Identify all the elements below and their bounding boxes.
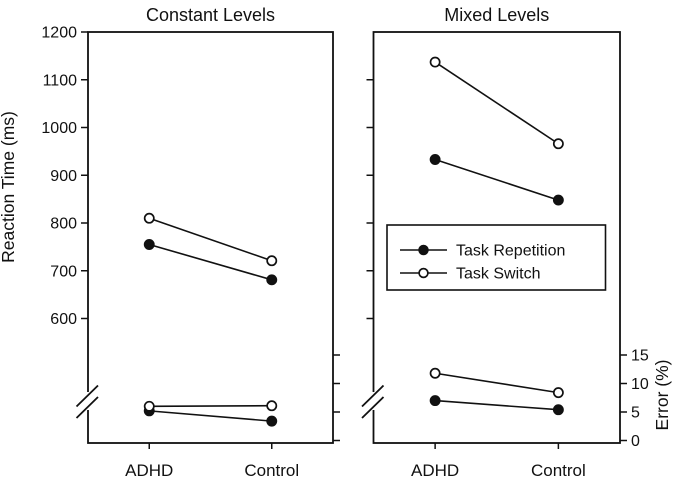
data-point	[552, 194, 564, 206]
data-point	[143, 239, 155, 250]
error-tick-label: 0	[631, 433, 640, 450]
data-point	[266, 274, 278, 286]
data-point	[266, 400, 278, 412]
category-label: ADHD	[125, 461, 173, 480]
legend-item-label: Task Repetition	[456, 243, 565, 260]
data-point	[552, 404, 564, 416]
series-line	[434, 61, 559, 145]
rt-tick-label: 1100	[43, 72, 78, 89]
legend-open-circle-icon	[418, 267, 429, 279]
rt-tick-label: 1200	[41, 25, 77, 42]
series-line	[435, 372, 559, 394]
data-point	[429, 56, 441, 68]
category-label: Control	[244, 461, 299, 480]
rt-tick-label: 600	[50, 311, 77, 328]
rt-tick-label: 800	[50, 216, 77, 233]
series-line	[435, 399, 559, 411]
series-line	[434, 158, 559, 201]
axis-break-slash	[361, 384, 385, 408]
panel-frame	[87, 31, 334, 444]
panel-title: Mixed Levels	[444, 5, 549, 25]
data-point	[429, 154, 441, 165]
series-line	[149, 243, 272, 281]
y-axis-left-label: Reaction Time (ms)	[0, 111, 18, 263]
category-label: Control	[531, 461, 586, 480]
axis-break-slash	[75, 396, 99, 419]
rt-tick-label: 900	[50, 168, 77, 185]
legend-item-label: Task Switch	[456, 266, 540, 283]
error-tick-label: 5	[631, 405, 640, 422]
axis-break-gap	[85, 392, 91, 410]
data-point	[429, 367, 441, 379]
category-label: ADHD	[411, 461, 459, 480]
axis-break-slash	[75, 384, 99, 408]
data-point	[552, 138, 564, 150]
axis-break-slash	[361, 396, 385, 419]
series-line	[148, 217, 273, 262]
y-axis-right-label: Error (%)	[652, 360, 672, 431]
error-tick-label: 10	[631, 376, 649, 393]
series-line	[149, 410, 272, 422]
rt-tick-label: 1000	[41, 120, 77, 137]
axis-break-gap	[371, 392, 376, 410]
legend-box	[386, 224, 607, 291]
data-point	[429, 395, 441, 407]
panel-title: Constant Levels	[146, 5, 275, 25]
data-point	[552, 387, 564, 399]
data-point	[143, 212, 155, 224]
panel-frame	[372, 31, 621, 444]
data-point	[266, 415, 278, 427]
rt-tick-label: 700	[50, 263, 77, 280]
error-tick-label: 15	[631, 348, 649, 365]
data-point	[143, 400, 155, 412]
legend-filled-circle-icon	[418, 244, 429, 256]
series-line	[149, 404, 272, 408]
data-point	[266, 255, 278, 267]
